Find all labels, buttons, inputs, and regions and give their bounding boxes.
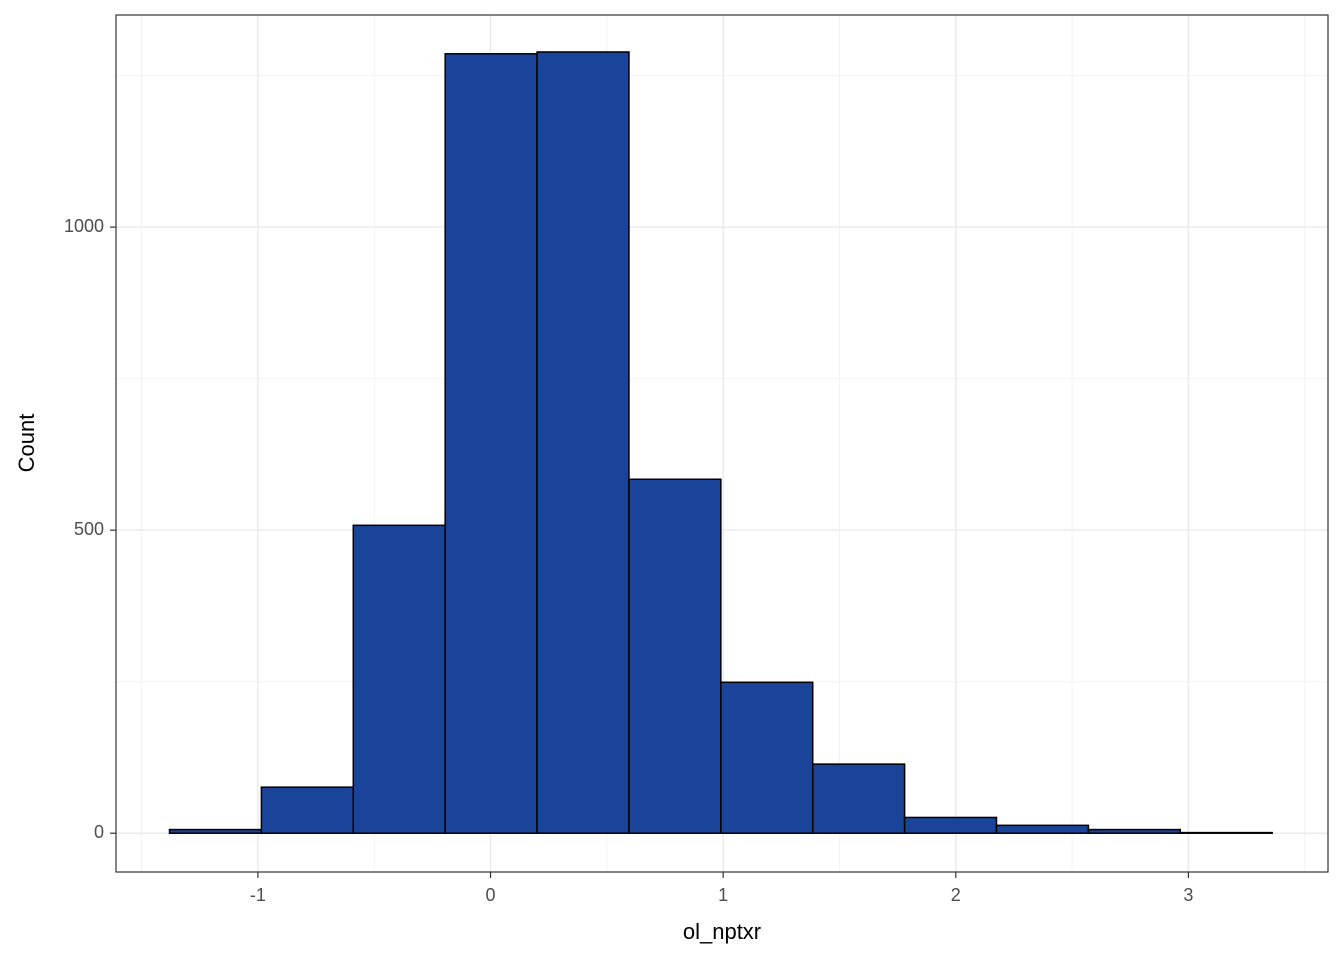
y-tick-label: 1000 [64,216,104,236]
bar [995,824,1090,834]
bar [536,51,630,834]
bar [1087,828,1182,834]
x-tick-label: 2 [951,885,961,905]
y-tick-label: 500 [74,519,104,539]
panel-border [115,14,1329,873]
bar [444,53,538,834]
x-tick-label: 1 [718,885,728,905]
bar [168,828,263,834]
x-tick-label: 0 [486,885,496,905]
bar [260,786,355,834]
y-axis-title: Count [14,414,39,473]
x-tick-label: 3 [1183,885,1193,905]
bar [811,763,906,834]
x-tick-label: -1 [250,885,266,905]
x-axis-title: ol_nptxr [683,919,761,944]
bar [352,524,446,834]
bar [1179,831,1273,834]
bar [903,816,998,834]
bar [720,681,814,834]
bar [628,478,722,834]
y-tick-label: 0 [94,822,104,842]
